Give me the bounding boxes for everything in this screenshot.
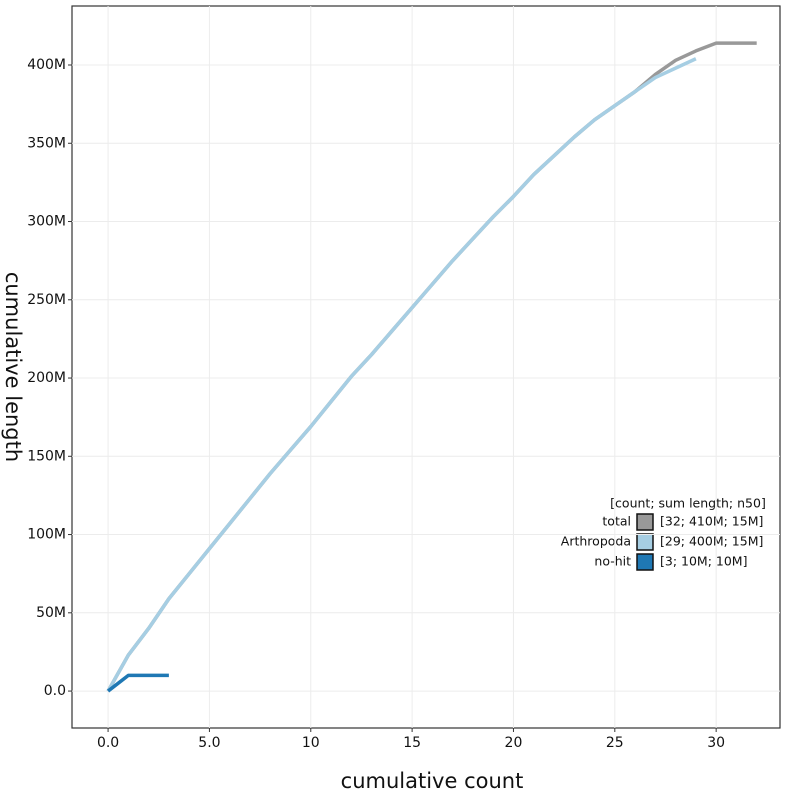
- y-tick-label: 0.0: [44, 683, 66, 699]
- x-tick-label: 0.0: [97, 735, 119, 751]
- x-tick-label: 25: [606, 735, 624, 751]
- grid: [72, 6, 780, 728]
- x-tick-label: 10: [302, 735, 320, 751]
- series-line: [107, 673, 169, 693]
- legend-summary: [29; 400M; 15M]: [660, 534, 763, 549]
- legend-swatch: [636, 553, 654, 571]
- legend-label: total: [602, 514, 631, 529]
- x-axis-title: cumulative count: [341, 769, 524, 793]
- legend: [count; sum length; n50] total [32; 410M;…: [561, 496, 766, 571]
- y-tick-label: 50M: [36, 605, 66, 621]
- plot-frame: [71, 5, 781, 729]
- legend-label: no-hit: [594, 554, 631, 569]
- legend-summary: [32; 410M; 15M]: [660, 514, 763, 529]
- y-tick-label: 350M: [27, 135, 66, 151]
- x-tick-label: 30: [707, 735, 725, 751]
- y-tick-label: 400M: [27, 57, 66, 73]
- legend-swatch: [636, 533, 654, 551]
- y-tick-label: 200M: [27, 370, 66, 386]
- legend-summary: [3; 10M; 10M]: [660, 554, 747, 569]
- legend-swatch: [636, 513, 654, 531]
- y-axis-title: cumulative length: [1, 272, 25, 462]
- series-line: [106, 57, 697, 692]
- x-tick-label: 5.0: [198, 735, 220, 751]
- x-tick-label: 20: [505, 735, 523, 751]
- y-tick-label: 300M: [27, 214, 66, 230]
- y-tick-label: 150M: [27, 448, 66, 464]
- x-tick-label: 15: [403, 735, 421, 751]
- legend-title: [count; sum length; n50]: [610, 496, 766, 511]
- y-tick-label: 250M: [27, 292, 66, 308]
- y-tick-label: 100M: [27, 527, 66, 543]
- legend-label: Arthropoda: [561, 534, 631, 549]
